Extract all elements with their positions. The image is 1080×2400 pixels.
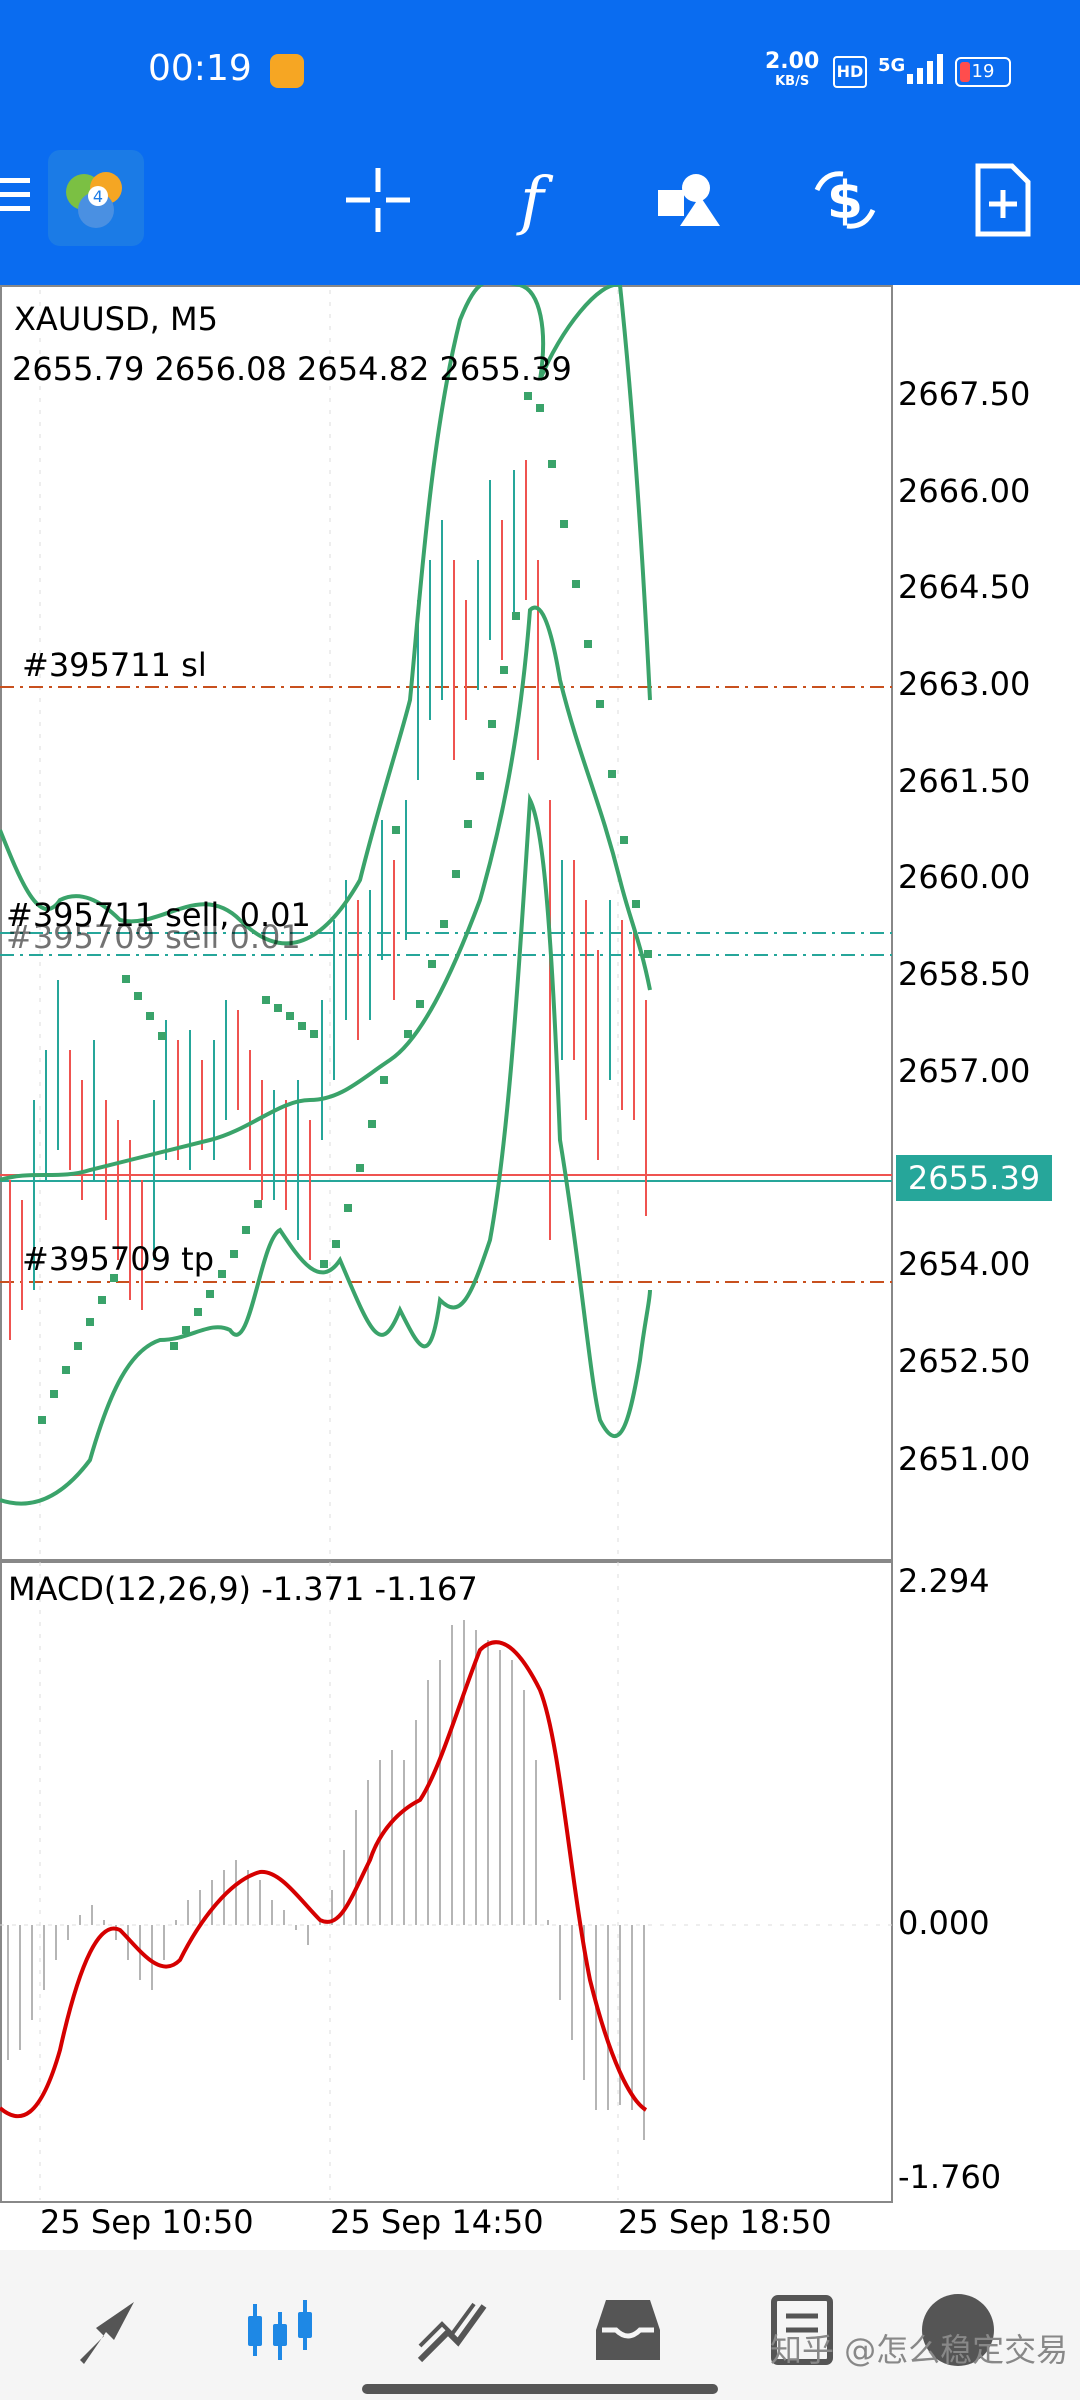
current-price-badge: 2655.39 <box>896 1155 1052 1201</box>
macd-axis-label: 2.294 <box>898 1562 990 1600</box>
macd-label: MACD(12,26,9) -1.371 -1.167 <box>8 1570 478 1608</box>
macd-signal-line <box>0 1640 648 2119</box>
candles <box>9 460 647 1340</box>
time-axis-label: 25 Sep 10:50 <box>40 2203 254 2241</box>
price-axis-label: 2667.50 <box>898 375 1031 413</box>
settings-avatar-icon[interactable] <box>918 2290 998 2370</box>
parabolic-sar <box>38 392 652 1424</box>
time-axis-label: 25 Sep 18:50 <box>618 2203 832 2241</box>
chart-symbol: XAUUSD, M5 <box>14 300 218 338</box>
bottom-nav <box>0 2250 1080 2400</box>
network-type: 5G <box>878 55 906 76</box>
news-icon[interactable] <box>762 2290 842 2370</box>
signal-icon <box>907 54 943 84</box>
time-axis-label: 25 Sep 14:50 <box>330 2203 544 2241</box>
price-axis-label: 2664.50 <box>898 568 1031 606</box>
trade-icon[interactable] <box>412 2290 492 2370</box>
hd-badge: HD <box>833 56 867 88</box>
watermark: 知乎 @怎么稳定交易 <box>770 2331 1069 2369</box>
macd-histogram <box>7 1620 645 2140</box>
crosshair-icon[interactable] <box>338 160 418 240</box>
price-axis-label: 2657.00 <box>898 1052 1031 1090</box>
trade-dollar-icon[interactable]: $ <box>805 160 885 240</box>
price-axis-label: 2660.00 <box>898 858 1031 896</box>
order-sell2-label[interactable]: #395709 sell 0.01 <box>6 918 301 956</box>
price-chart[interactable] <box>0 285 1080 2250</box>
svg-text:4: 4 <box>93 187 103 206</box>
status-time: 00:19 <box>148 48 252 89</box>
order-sl-label[interactable]: #395711 sl <box>22 646 207 684</box>
objects-icon[interactable] <box>650 160 730 240</box>
order-sell-label[interactable]: #395711 sell, 0.01 <box>6 896 311 934</box>
svg-text:$: $ <box>827 171 863 231</box>
battery-icon: 19 <box>955 57 1011 87</box>
bollinger-bands <box>0 285 652 1506</box>
svg-text:f: f <box>516 164 554 238</box>
quotes-icon[interactable] <box>70 2290 150 2370</box>
price-axis-label: 2654.00 <box>898 1245 1031 1283</box>
price-axis-label: 2651.00 <box>898 1440 1031 1478</box>
network-speed: 2.00 KB/S <box>765 49 820 90</box>
price-axis-label: 2661.50 <box>898 762 1031 800</box>
order-lines <box>0 686 892 1283</box>
chart-toolbar <box>0 140 1080 285</box>
history-icon[interactable] <box>588 2290 668 2370</box>
price-axis-label: 2666.00 <box>898 472 1031 510</box>
chart-ohlc: 2655.79 2656.08 2654.82 2655.39 <box>12 350 572 388</box>
price-axis-label: 2663.00 <box>898 665 1031 703</box>
mt4-logo-icon[interactable]: 4 <box>48 150 144 246</box>
chart-icon[interactable] <box>240 2290 320 2370</box>
price-axis-label: 2652.50 <box>898 1342 1031 1380</box>
order-tp-label[interactable]: #395709 tp <box>22 1240 214 1278</box>
new-order-icon[interactable] <box>962 160 1042 240</box>
indicator-f-icon[interactable]: f <box>492 160 572 240</box>
macd-axis-label: 0.000 <box>898 1904 990 1942</box>
menu-icon[interactable] <box>0 178 30 220</box>
home-indicator[interactable] <box>362 2384 718 2394</box>
price-axis-label: 2658.50 <box>898 955 1031 993</box>
status-bar: 00:19 2.00 KB/S HD 5G 19 <box>0 0 1080 140</box>
weibo-notification-icon <box>270 54 304 88</box>
macd-axis-label: -1.760 <box>898 2158 1002 2196</box>
